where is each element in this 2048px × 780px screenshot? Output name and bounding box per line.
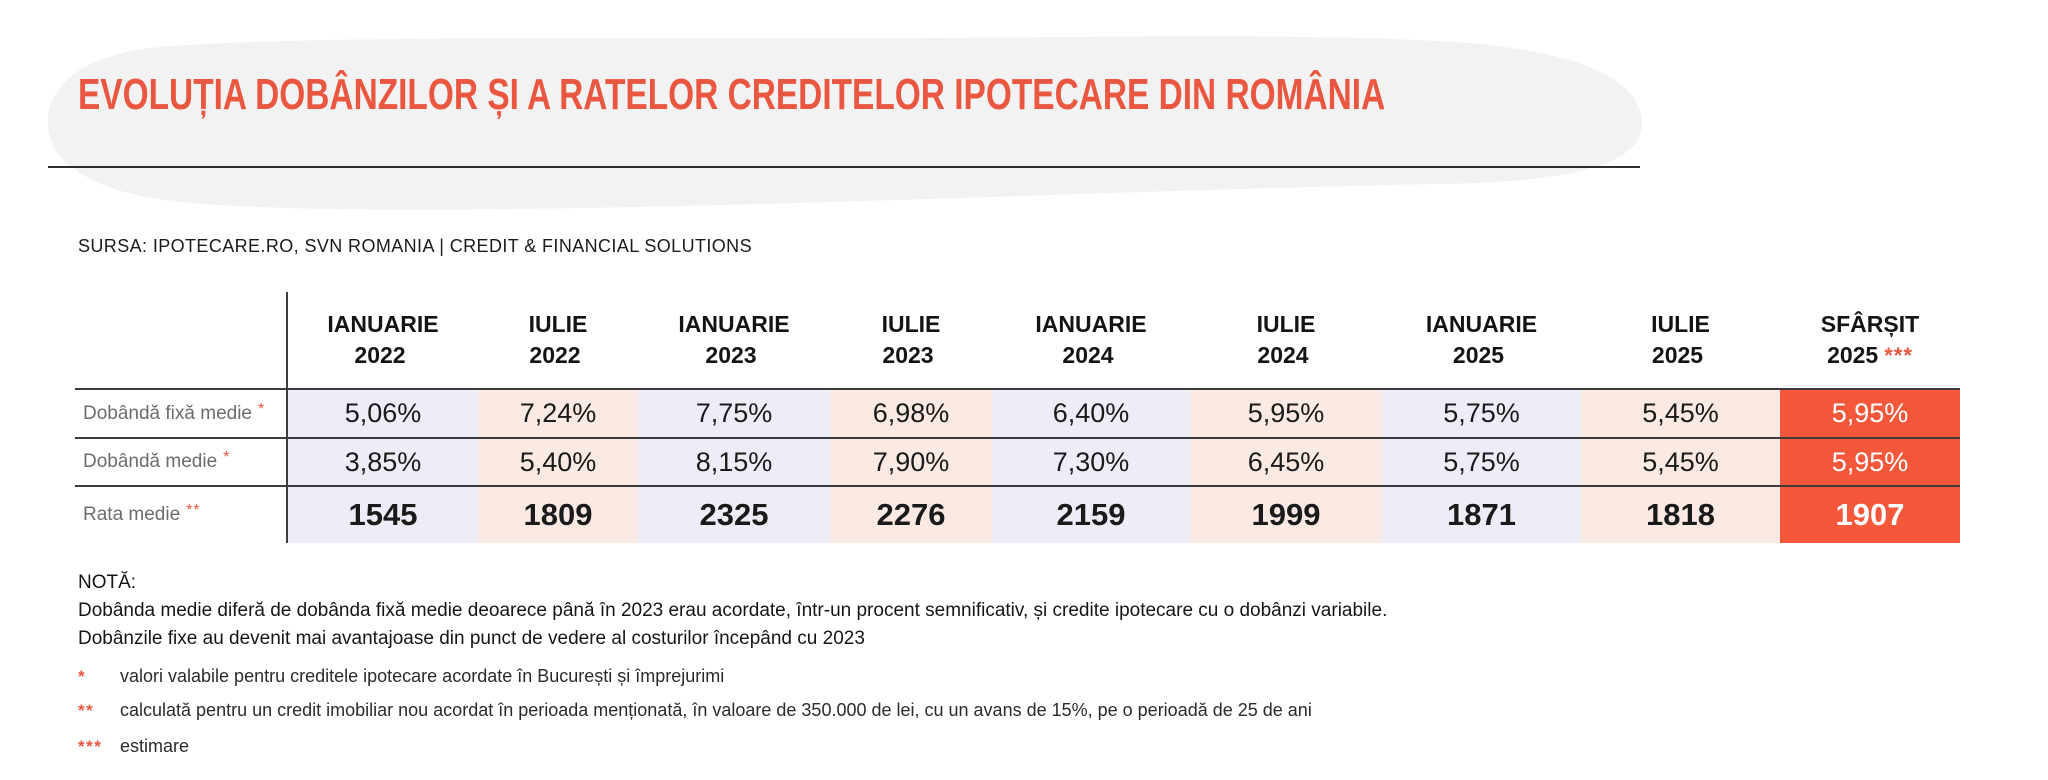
value-cell: 5,75% bbox=[1382, 390, 1581, 439]
value-cell: 1818 bbox=[1581, 487, 1780, 543]
rates-table: IANUARIE 2022 IULIE 2022 IANUARIE 2023 I… bbox=[75, 292, 1960, 543]
footnote-marker: * bbox=[258, 400, 266, 418]
column-header: IANUARIE 2025 bbox=[1382, 292, 1581, 390]
value-cell: 7,75% bbox=[638, 390, 830, 439]
value-cell: 2276 bbox=[830, 487, 992, 543]
row-label: Dobândă medie * bbox=[75, 439, 288, 487]
row-label: Dobândă fixă medie * bbox=[75, 390, 288, 439]
footnote-text: estimare bbox=[120, 736, 190, 756]
value-cell: 3,85% bbox=[288, 439, 478, 487]
value-cell: 1545 bbox=[288, 487, 478, 543]
value-cell: 6,40% bbox=[992, 390, 1190, 439]
column-header: IANUARIE 2023 bbox=[638, 292, 830, 390]
value-cell: 5,75% bbox=[1382, 439, 1581, 487]
column-header: IANUARIE 2024 bbox=[992, 292, 1190, 390]
value-cell: 1999 bbox=[1190, 487, 1382, 543]
value-cell: 5,95% bbox=[1190, 390, 1382, 439]
column-header: IULIE 2024 bbox=[1190, 292, 1382, 390]
footnote-text: calculată pentru un credit imobiliar nou… bbox=[120, 700, 1312, 720]
column-header: IULIE 2022 bbox=[478, 292, 638, 390]
value-cell-estimate: 5,95% bbox=[1780, 390, 1960, 439]
value-cell: 6,98% bbox=[830, 390, 992, 439]
value-cell: 5,40% bbox=[478, 439, 638, 487]
footnote-marker: * bbox=[223, 449, 231, 466]
footnote-marker: *** bbox=[78, 737, 103, 756]
source-line: SURSA: IPOTECARE.RO, SVN ROMANIA | CREDI… bbox=[78, 236, 752, 256]
background-blob bbox=[47, 36, 1643, 210]
page-title: EVOLUȚIA DOBÂNZILOR ȘI A RATELOR CREDITE… bbox=[78, 70, 1386, 119]
value-cell: 1809 bbox=[478, 487, 638, 543]
value-cell: 7,30% bbox=[992, 439, 1190, 487]
note-heading: NOTĂ: bbox=[78, 572, 137, 593]
value-cell: 2159 bbox=[992, 487, 1190, 543]
value-cell: 5,45% bbox=[1581, 439, 1780, 487]
value-cell-estimate: 5,95% bbox=[1780, 439, 1960, 487]
title-underline bbox=[48, 166, 1640, 168]
footnote-marker: * bbox=[78, 667, 87, 686]
column-header: IULIE 2023 bbox=[830, 292, 992, 390]
column-header: IULIE 2025 bbox=[1581, 292, 1780, 390]
footnote-text: valori valabile pentru creditele ipoteca… bbox=[120, 666, 725, 686]
value-cell: 1871 bbox=[1382, 487, 1581, 543]
value-cell-estimate: 1907 bbox=[1780, 487, 1960, 543]
estimate-asterisks: *** bbox=[1884, 343, 1913, 368]
value-cell: 8,15% bbox=[638, 439, 830, 487]
footnote: *** estimare bbox=[78, 736, 189, 757]
value-cell: 5,45% bbox=[1581, 390, 1780, 439]
column-header: IANUARIE 2022 bbox=[288, 292, 478, 390]
note-line: Dobânzile fixe au devenit mai avantajoas… bbox=[78, 628, 865, 649]
table-corner bbox=[75, 292, 288, 390]
footnote-marker: ** bbox=[186, 502, 201, 519]
footnote: ** calculată pentru un credit imobiliar … bbox=[78, 700, 1312, 721]
value-cell: 7,90% bbox=[830, 439, 992, 487]
footnote: * valori valabile pentru creditele ipote… bbox=[78, 666, 724, 687]
value-cell: 7,24% bbox=[478, 390, 638, 439]
note-line: Dobânda medie diferă de dobânda fixă med… bbox=[78, 600, 1388, 621]
column-header: SFÂRȘIT 2025 *** bbox=[1780, 292, 1960, 390]
value-cell: 2325 bbox=[638, 487, 830, 543]
value-cell: 5,06% bbox=[288, 390, 478, 439]
value-cell: 6,45% bbox=[1190, 439, 1382, 487]
row-label: Rata medie ** bbox=[75, 487, 288, 543]
footnote-marker: ** bbox=[78, 701, 95, 720]
